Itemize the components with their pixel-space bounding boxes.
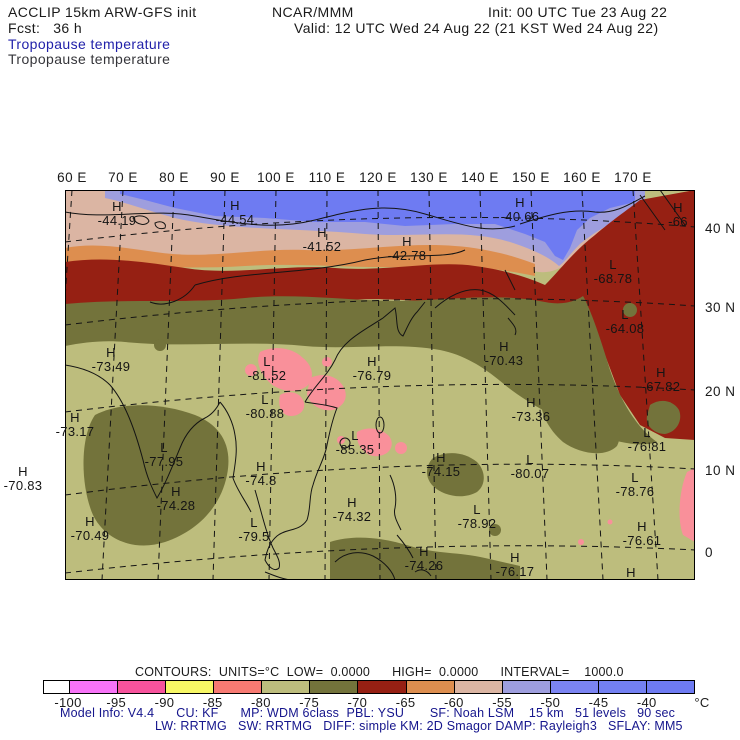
colorbar-swatch bbox=[405, 681, 454, 693]
lon-label: 60 E bbox=[57, 170, 87, 185]
map-area bbox=[46, 189, 696, 581]
colorbar-tick: -60 bbox=[443, 695, 464, 710]
region-pink-patches bbox=[245, 348, 695, 545]
colorbar-swatch bbox=[165, 681, 214, 693]
map-border bbox=[65, 190, 695, 580]
colorbar-swatch bbox=[597, 681, 646, 693]
lon-label: 100 E bbox=[257, 170, 295, 185]
model-info-line1: Model Info: V4.4 CU: KF MP: WDM 6class P… bbox=[60, 706, 676, 720]
colorbar-ticks: -100 -95 -90 -85 -80 -75 -70 -65 -60 -55 -50 -45 -40 bbox=[0, 695, 740, 710]
lon-axis: 60 E 70 E 80 E 90 E 100 E 110 E 120 E 130 E 140 … bbox=[0, 170, 740, 185]
colorbar-swatch bbox=[44, 681, 69, 693]
colorbar-tick: -50 bbox=[540, 695, 561, 710]
lon-label: 140 E bbox=[461, 170, 499, 185]
colorbar-swatch bbox=[261, 681, 310, 693]
colorbar-tick: -70 bbox=[347, 695, 368, 710]
region-north-bands bbox=[65, 190, 645, 282]
lat-label: 20 N bbox=[705, 384, 736, 399]
lat-label: 30 N bbox=[705, 300, 736, 315]
colorbar-swatch bbox=[501, 681, 550, 693]
colorbar-swatch bbox=[213, 681, 262, 693]
colorbar-swatch bbox=[453, 681, 502, 693]
colorbar-swatch bbox=[549, 681, 598, 693]
colorbar-tick: -95 bbox=[106, 695, 127, 710]
lon-label: 130 E bbox=[410, 170, 448, 185]
lat-label: 40 N bbox=[705, 221, 736, 236]
valid-time: Valid: 12 UTC Wed 24 Aug 22 (21 KST Wed … bbox=[294, 20, 659, 36]
colorbar-tick: -55 bbox=[492, 695, 512, 710]
lon-label: 70 E bbox=[108, 170, 138, 185]
grid-lines bbox=[46, 189, 696, 581]
field-name-blue: Tropopause temperature bbox=[8, 36, 171, 52]
colorbar-swatch bbox=[309, 681, 358, 693]
colorbar-tick: -90 bbox=[154, 695, 175, 710]
lon-label: 160 E bbox=[563, 170, 601, 185]
region-darkred bbox=[65, 190, 695, 440]
colorbar bbox=[43, 680, 695, 694]
colorbar-swatch bbox=[357, 681, 406, 693]
colorbar-tick: -100 bbox=[54, 695, 82, 710]
lon-label: 170 E bbox=[614, 170, 652, 185]
colorbar-tick: -85 bbox=[202, 695, 223, 710]
map-canvas bbox=[46, 189, 696, 581]
colorbar-unit: °C bbox=[694, 695, 710, 710]
lon-label: 110 E bbox=[308, 170, 346, 185]
colorbar-swatch bbox=[69, 681, 118, 693]
contour-info: CONTOURS: UNITS=°C LOW= 0.0000 HIGH= 0.0… bbox=[135, 665, 624, 679]
lat-label: 10 N bbox=[705, 463, 736, 478]
colorbar-swatch bbox=[117, 681, 166, 693]
colorbar-swatch bbox=[645, 681, 695, 693]
colorbar-tick: -40 bbox=[636, 695, 657, 710]
lon-label: 80 E bbox=[159, 170, 189, 185]
colorbar-tick: -65 bbox=[395, 695, 416, 710]
lat-label: 0 bbox=[705, 545, 714, 560]
model-title: ACCLIP 15km ARW-GFS init bbox=[8, 4, 197, 20]
colorbar-tick: -75 bbox=[299, 695, 319, 710]
colorbar-tick: -80 bbox=[251, 695, 271, 710]
lon-label: 120 E bbox=[359, 170, 397, 185]
region-olive-patches bbox=[83, 303, 681, 580]
region-olive-band bbox=[65, 296, 657, 445]
field-name-dark: Tropopause temperature bbox=[8, 51, 171, 67]
model-info-line2: LW: RRTMG SW: RRTMG DIFF: simple KM: 2D … bbox=[155, 719, 683, 733]
colorbar-tick: -45 bbox=[588, 695, 609, 710]
lon-label: 150 E bbox=[512, 170, 550, 185]
extremum-label: H -70.83 bbox=[3, 464, 43, 493]
org-label: NCAR/MMM bbox=[272, 4, 354, 20]
forecast-hour: Fcst: 36 h bbox=[8, 20, 83, 36]
init-time: Init: 00 UTC Tue 23 Aug 22 bbox=[488, 4, 668, 20]
lon-label: 90 E bbox=[210, 170, 240, 185]
lat-axis: 40 N 30 N 20 N 10 N 0 bbox=[705, 0, 740, 740]
